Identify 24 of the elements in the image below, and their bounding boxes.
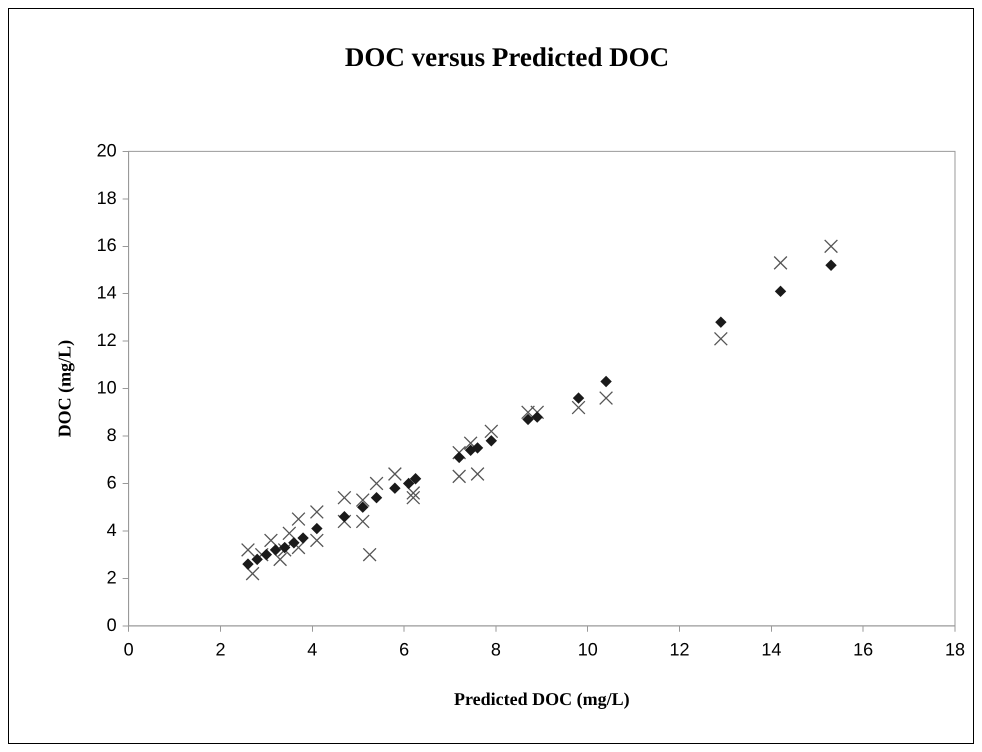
y-tick-label: 20 [96,140,117,160]
x-tick-label: 18 [944,640,966,660]
y-tick-label: 6 [106,472,117,492]
y-tick-label: 2 [106,567,117,588]
chart-title: DOC versus Predicted DOC [344,42,670,72]
x-tick-label: 2 [215,640,226,660]
y-tick-label: 10 [96,378,117,398]
y-tick-label: 16 [96,235,117,256]
y-tick-label: 8 [106,425,117,446]
x-tick-label: 16 [853,640,874,660]
y-tick-label: 14 [96,282,117,303]
x-tick-label: 10 [578,640,598,660]
x-tick-label: 14 [761,640,782,660]
x-axis-title: Predicted DOC (mg/L) [454,688,630,709]
y-tick-label: 18 [96,188,117,208]
x-tick-label: 0 [124,640,134,660]
x-tick-label: 8 [490,640,501,660]
y-tick-label: 4 [106,520,117,540]
x-tick-label: 12 [670,640,690,660]
x-tick-label: 4 [307,640,318,660]
y-tick-label: 0 [106,614,117,635]
y-tick-label: 12 [96,330,117,350]
x-tick-label: 6 [399,640,410,660]
y-axis-title: DOC (mg/L) [54,340,74,438]
